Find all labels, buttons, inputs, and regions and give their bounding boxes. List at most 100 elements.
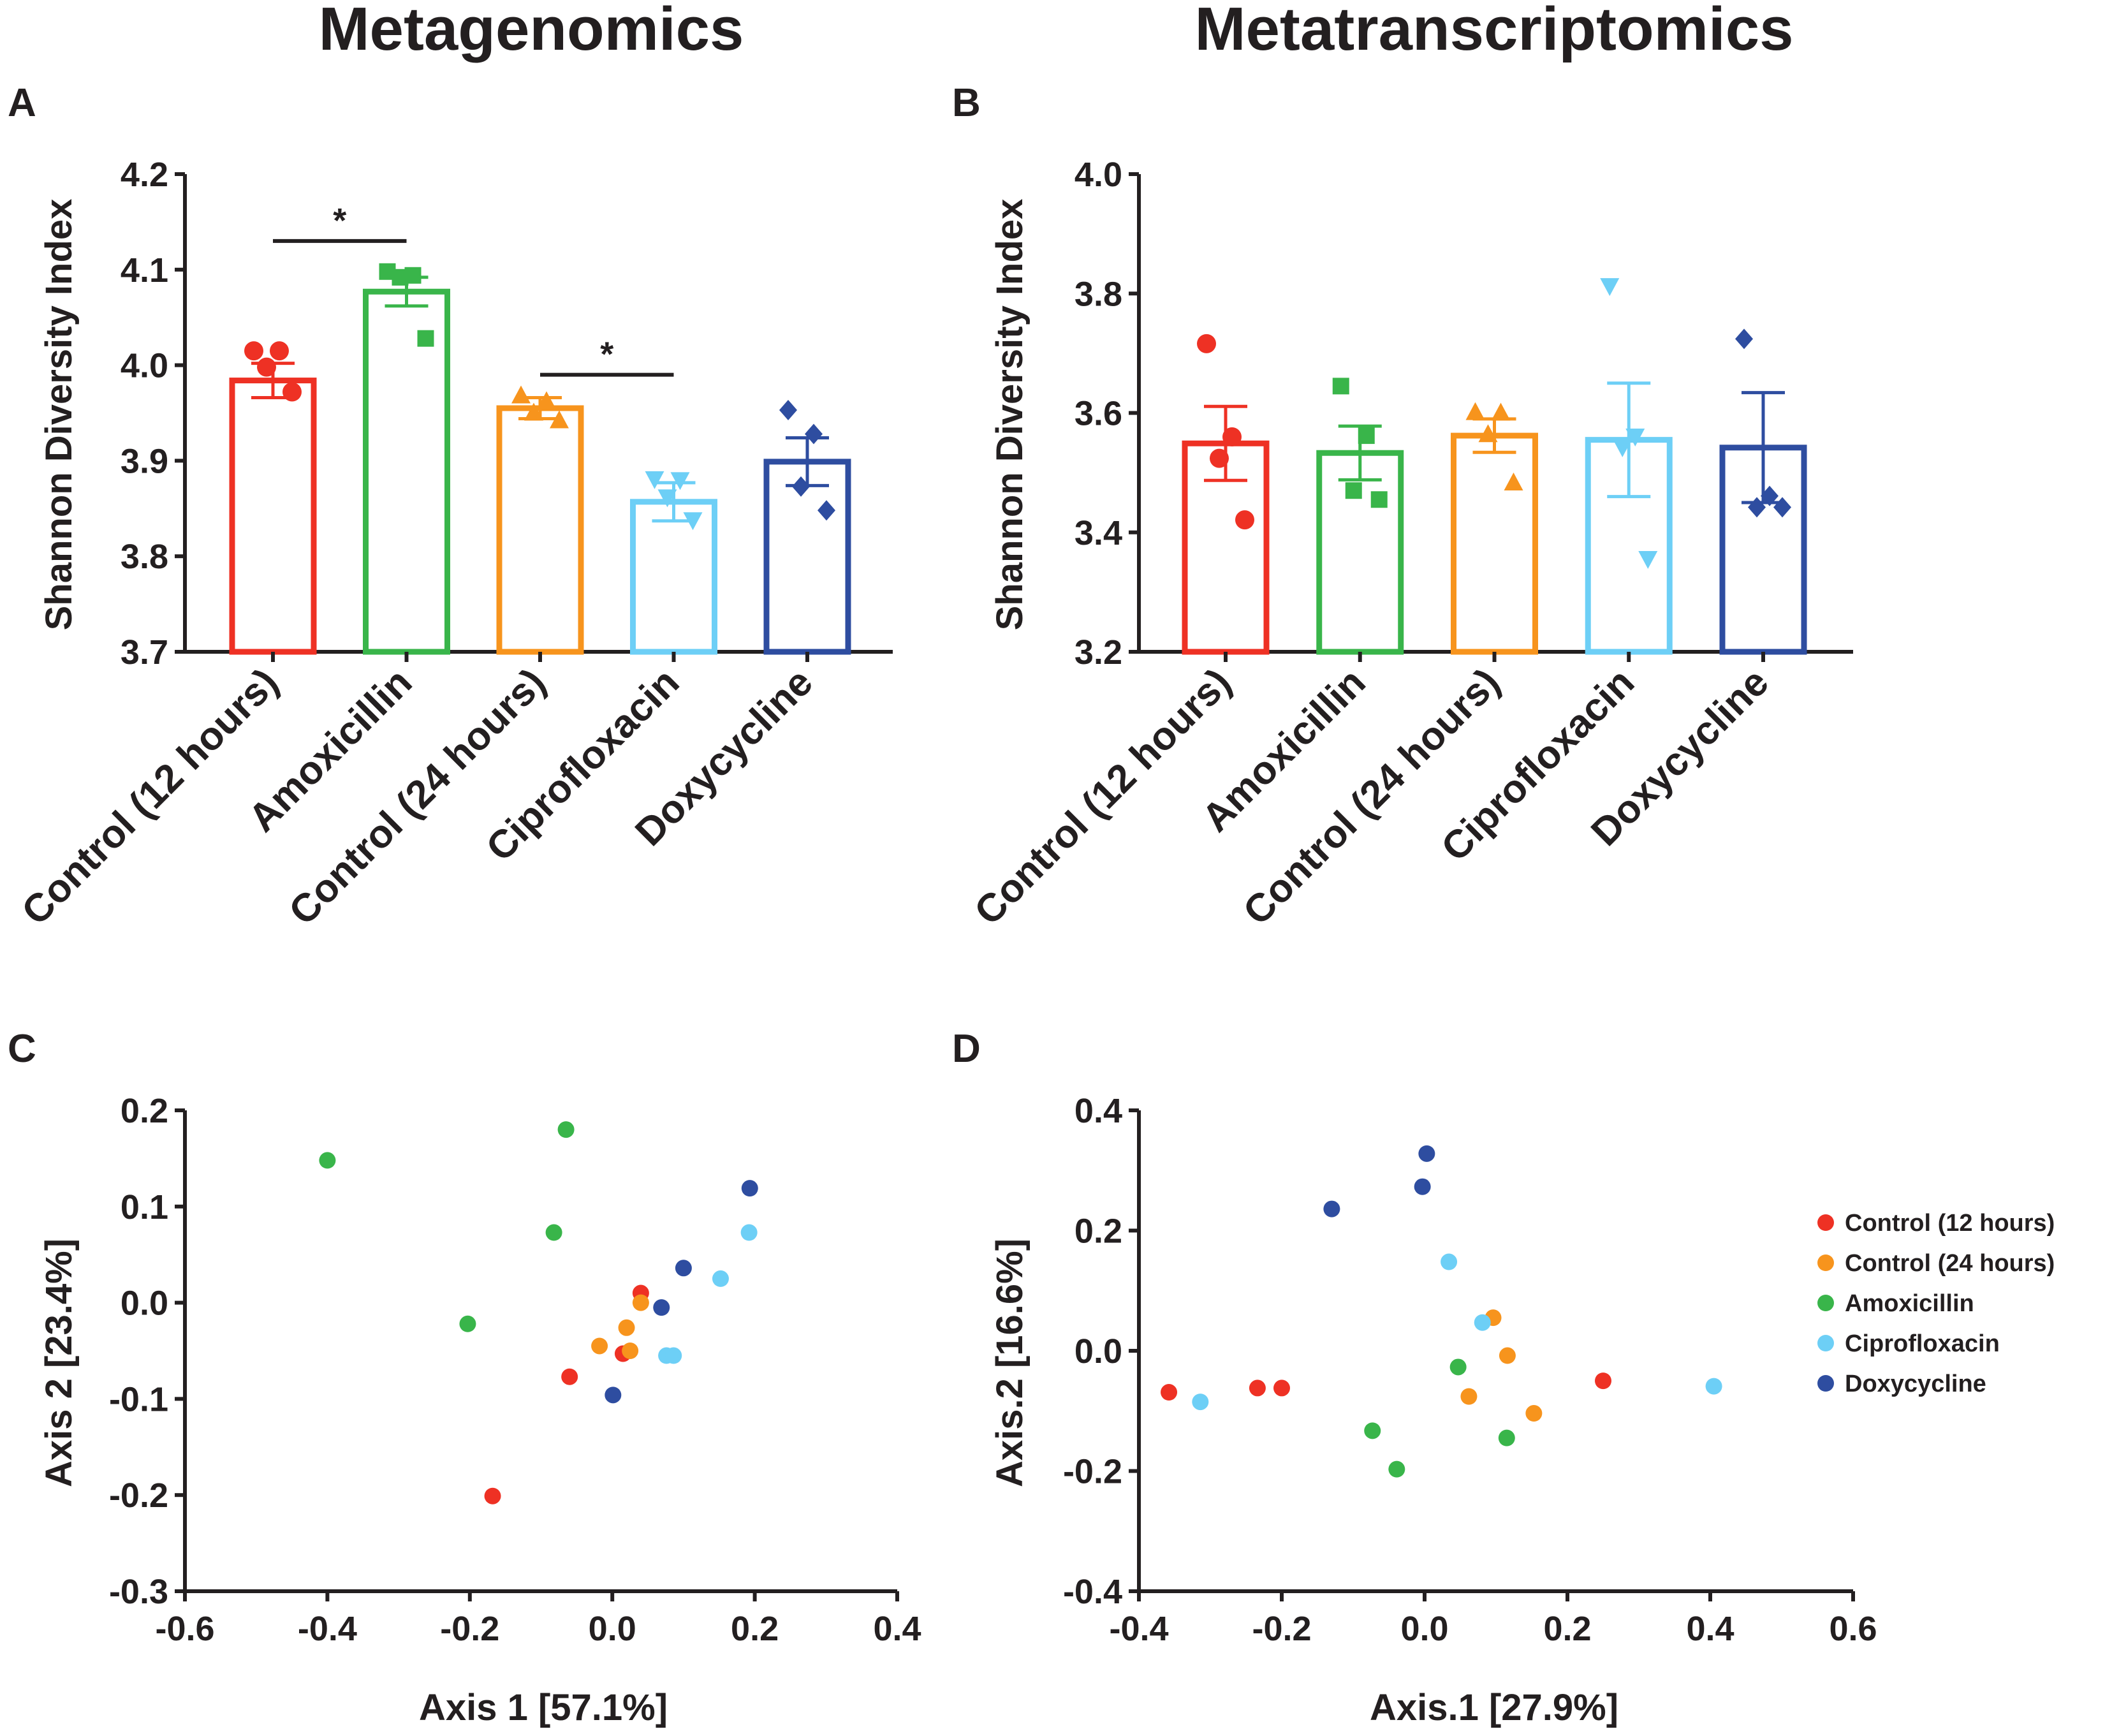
panel-c-y-tick-label: 0.1 xyxy=(121,1188,168,1226)
panel-b-point-ciprofloxacin xyxy=(1600,278,1620,297)
panel-b-point-amoxicillin xyxy=(1332,378,1349,395)
panel-a-point-ciprofloxacin xyxy=(683,512,703,531)
panel-b-point-control-12-hours xyxy=(1222,427,1242,446)
panel-a-significance-star: * xyxy=(600,335,613,374)
panel-b-point-amoxicillin xyxy=(1358,427,1375,445)
panel-b-point-amoxicillin xyxy=(1370,491,1388,508)
panel-a-point-control-12-hours xyxy=(270,341,289,361)
panel-c-x-tick-label: -0.4 xyxy=(298,1610,357,1648)
panel-a-point-control-12-hours xyxy=(282,382,302,402)
panel-d-point-ciprofloxacin xyxy=(1474,1314,1491,1331)
panel-label-b: B xyxy=(952,81,981,125)
panel-b-point-doxycycline xyxy=(1735,328,1753,349)
panel-d-y-tick-label: -0.4 xyxy=(1063,1573,1122,1611)
panel-c-y-tick-label: -0.3 xyxy=(109,1573,168,1611)
panel-a-y-tick-label: 3.8 xyxy=(121,538,168,576)
panel-a-point-amoxicillin xyxy=(417,330,434,347)
panel-c-point-control-24-hours xyxy=(622,1342,639,1359)
panel-c-x-tick-label: 0.4 xyxy=(873,1610,921,1648)
panel-a-y-tick-label: 3.9 xyxy=(121,442,168,480)
legend-label-doxycycline: Doxycycline xyxy=(1845,1371,1986,1397)
panel-d-x-tick-label: -0.2 xyxy=(1252,1610,1311,1648)
panel-d-y-tick-label: 0.2 xyxy=(1075,1212,1122,1251)
panel-c-point-ciprofloxacin xyxy=(740,1224,758,1241)
panel-d-y-axis-label: Axis.2 [16.6%] xyxy=(989,1239,1030,1487)
panel-b-point-control-12-hours xyxy=(1210,448,1229,468)
panel-a-point-control-24-hours xyxy=(524,402,543,421)
panel-b-point-amoxicillin xyxy=(1345,482,1362,499)
panel-b-point-ciprofloxacin xyxy=(1638,550,1658,569)
legend-label-control-24h: Control (24 hours) xyxy=(1845,1250,2055,1277)
legend-marker-doxycycline xyxy=(1817,1375,1834,1392)
panel-d-scatter-plot: -0.4 -0.2 0.0 0.2 0.4 -0.4 -0.2 0.0 0.2 0.4 0.6 xyxy=(1063,1092,1877,1648)
panel-b-point-control-12-hours xyxy=(1235,510,1254,530)
panel-b-point-control-24-hours xyxy=(1465,402,1485,420)
panel-d-x-axis-label: Axis.1 [27.9%] xyxy=(1370,1687,1618,1728)
panel-d-point-control-12-hours xyxy=(1249,1379,1266,1397)
legend-label-control-12h: Control (12 hours) xyxy=(1845,1210,2055,1237)
panel-b-point-doxycycline xyxy=(1773,497,1791,518)
panel-a-bar-control-24-hours xyxy=(496,405,584,655)
panel-c-x-tick-label: -0.2 xyxy=(440,1610,499,1648)
panel-b-y-tick-label: 3.2 xyxy=(1075,633,1122,672)
panel-c-point-control-24-hours xyxy=(618,1319,635,1336)
panel-d-point-doxycycline xyxy=(1323,1200,1340,1217)
panel-d-point-control-24-hours xyxy=(1525,1405,1543,1422)
panel-b-point-control-24-hours xyxy=(1504,473,1523,491)
panel-a-significance-star: * xyxy=(333,202,346,240)
panel-c-point-doxycycline xyxy=(741,1180,758,1197)
panel-label-c: C xyxy=(8,1027,36,1071)
panel-b-point-control-12-hours xyxy=(1197,334,1216,353)
panel-c-x-axis-label: Axis 1 [57.1%] xyxy=(419,1687,668,1728)
panel-a-point-ciprofloxacin xyxy=(670,472,690,490)
panel-c-point-control-24-hours xyxy=(591,1337,608,1355)
panel-d-point-amoxicillin xyxy=(1449,1358,1467,1376)
panel-b-point-ciprofloxacin xyxy=(1625,429,1645,447)
panel-label-a: A xyxy=(8,81,36,125)
legend-marker-ciprofloxacin xyxy=(1817,1335,1834,1351)
panel-d-point-doxycycline xyxy=(1414,1178,1431,1195)
panel-c-point-ciprofloxacin xyxy=(665,1347,682,1364)
panel-c-x-tick-label: -0.6 xyxy=(155,1610,214,1648)
panel-a-y-tick-label: 3.7 xyxy=(121,633,168,672)
panel-a-point-ciprofloxacin xyxy=(645,471,664,489)
panel-d-point-ciprofloxacin xyxy=(1192,1394,1209,1411)
panel-d-point-ciprofloxacin xyxy=(1705,1378,1722,1395)
panel-d-point-amoxicillin xyxy=(1498,1429,1515,1446)
panel-a-point-control-24-hours xyxy=(550,410,569,429)
panel-d-point-control-24-hours xyxy=(1499,1347,1516,1364)
panel-a-bar-amoxicillin xyxy=(363,288,450,655)
panel-b-point-control-24-hours xyxy=(1491,402,1511,421)
panel-d-x-tick-label: -0.4 xyxy=(1109,1610,1168,1648)
panel-d-y-tick-label: 0.0 xyxy=(1075,1332,1122,1371)
panel-a-y-tick-label: 4.0 xyxy=(121,347,168,385)
legend-marker-control-12h xyxy=(1817,1214,1834,1231)
panel-c-point-doxycycline xyxy=(605,1387,622,1404)
panel-d-x-tick-label: 0.2 xyxy=(1543,1610,1591,1648)
panel-c-point-amoxicillin xyxy=(459,1315,476,1332)
panel-a-point-control-24-hours xyxy=(537,391,556,409)
panel-c-point-amoxicillin xyxy=(545,1224,562,1241)
metatranscriptomics-title: Metatranscriptomics xyxy=(1195,0,1794,63)
panel-b-point-doxycycline xyxy=(1761,485,1779,506)
legend: Control (12 hours) Control (24 hours) Am… xyxy=(1817,1210,2055,1397)
panel-a-bar-ciprofloxacin xyxy=(630,499,717,655)
panel-a-point-doxycycline xyxy=(779,400,797,421)
panel-a-category-label-control-24-hours: Control (24 hours) xyxy=(281,660,554,934)
panel-a-point-control-12-hours xyxy=(244,341,263,361)
panel-c-y-tick-label: -0.2 xyxy=(109,1476,168,1515)
panel-c-point-control-12-hours xyxy=(484,1487,501,1504)
panel-c-point-amoxicillin xyxy=(319,1152,336,1169)
panel-a-y-tick-label: 4.2 xyxy=(121,156,168,194)
panel-a-point-control-24-hours xyxy=(511,385,531,404)
panel-d-y-tick-label: -0.2 xyxy=(1063,1453,1122,1491)
panel-d-point-amoxicillin xyxy=(1388,1460,1405,1478)
panel-c-point-ciprofloxacin xyxy=(712,1270,729,1287)
panel-a-point-control-12-hours xyxy=(257,357,276,377)
panel-c-y-tick-label: -0.1 xyxy=(109,1380,168,1418)
panel-c-point-doxycycline xyxy=(653,1299,670,1316)
panel-a-y-tick-label: 4.1 xyxy=(121,251,168,290)
panel-b-category-label-control-24-hours: Control (24 hours) xyxy=(1235,660,1509,934)
